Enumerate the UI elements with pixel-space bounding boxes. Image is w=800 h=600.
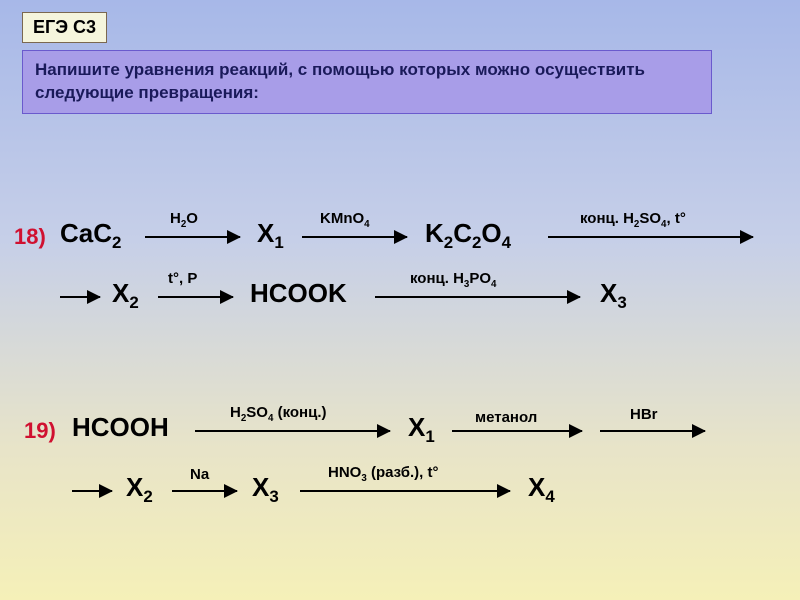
species-hcook: HCOOK <box>250 278 347 309</box>
species-k2c2o4: K2C2O4 <box>425 218 511 253</box>
arrow <box>300 490 510 492</box>
species-x1: X1 <box>257 218 284 253</box>
arrow <box>452 430 582 432</box>
instruction-box: Напишите уравнения реакций, с помощью ко… <box>22 50 712 114</box>
arrow <box>548 236 753 238</box>
species-x1-b: X1 <box>408 412 435 447</box>
problem-number-19: 19) <box>24 418 56 444</box>
species-hcooh: HCOOH <box>72 412 169 443</box>
species-x2-b: X2 <box>126 472 153 507</box>
arrow <box>72 490 112 492</box>
problem-number-18: 18) <box>14 224 46 250</box>
species-x3-b: X3 <box>252 472 279 507</box>
arrow <box>172 490 237 492</box>
arrow-label: конц. H2SO4, t° <box>580 210 686 230</box>
arrow-label: t°, P <box>168 270 197 287</box>
species-x3: X3 <box>600 278 627 313</box>
arrow-label: метанол <box>475 409 537 426</box>
exam-title: ЕГЭ С3 <box>22 12 107 43</box>
arrow <box>600 430 705 432</box>
arrow-label: H2SO4 (конц.) <box>230 404 327 424</box>
arrow <box>302 236 407 238</box>
arrow <box>375 296 580 298</box>
arrow-label: Na <box>190 466 209 483</box>
arrow <box>195 430 390 432</box>
species-cac2: CaC2 <box>60 218 121 253</box>
arrow <box>60 296 100 298</box>
arrow-label: KMnO4 <box>320 210 370 230</box>
species-x4: X4 <box>528 472 555 507</box>
arrow-label: конц. H3PO4 <box>410 270 496 290</box>
arrow-label: H2O <box>170 210 198 230</box>
species-x2: X2 <box>112 278 139 313</box>
arrow <box>145 236 240 238</box>
arrow <box>158 296 233 298</box>
arrow-label: HNO3 (разб.), t° <box>328 464 438 484</box>
exam-title-text: ЕГЭ С3 <box>33 17 96 37</box>
instruction-text: Напишите уравнения реакций, с помощью ко… <box>35 60 645 102</box>
arrow-label: HBr <box>630 406 658 423</box>
